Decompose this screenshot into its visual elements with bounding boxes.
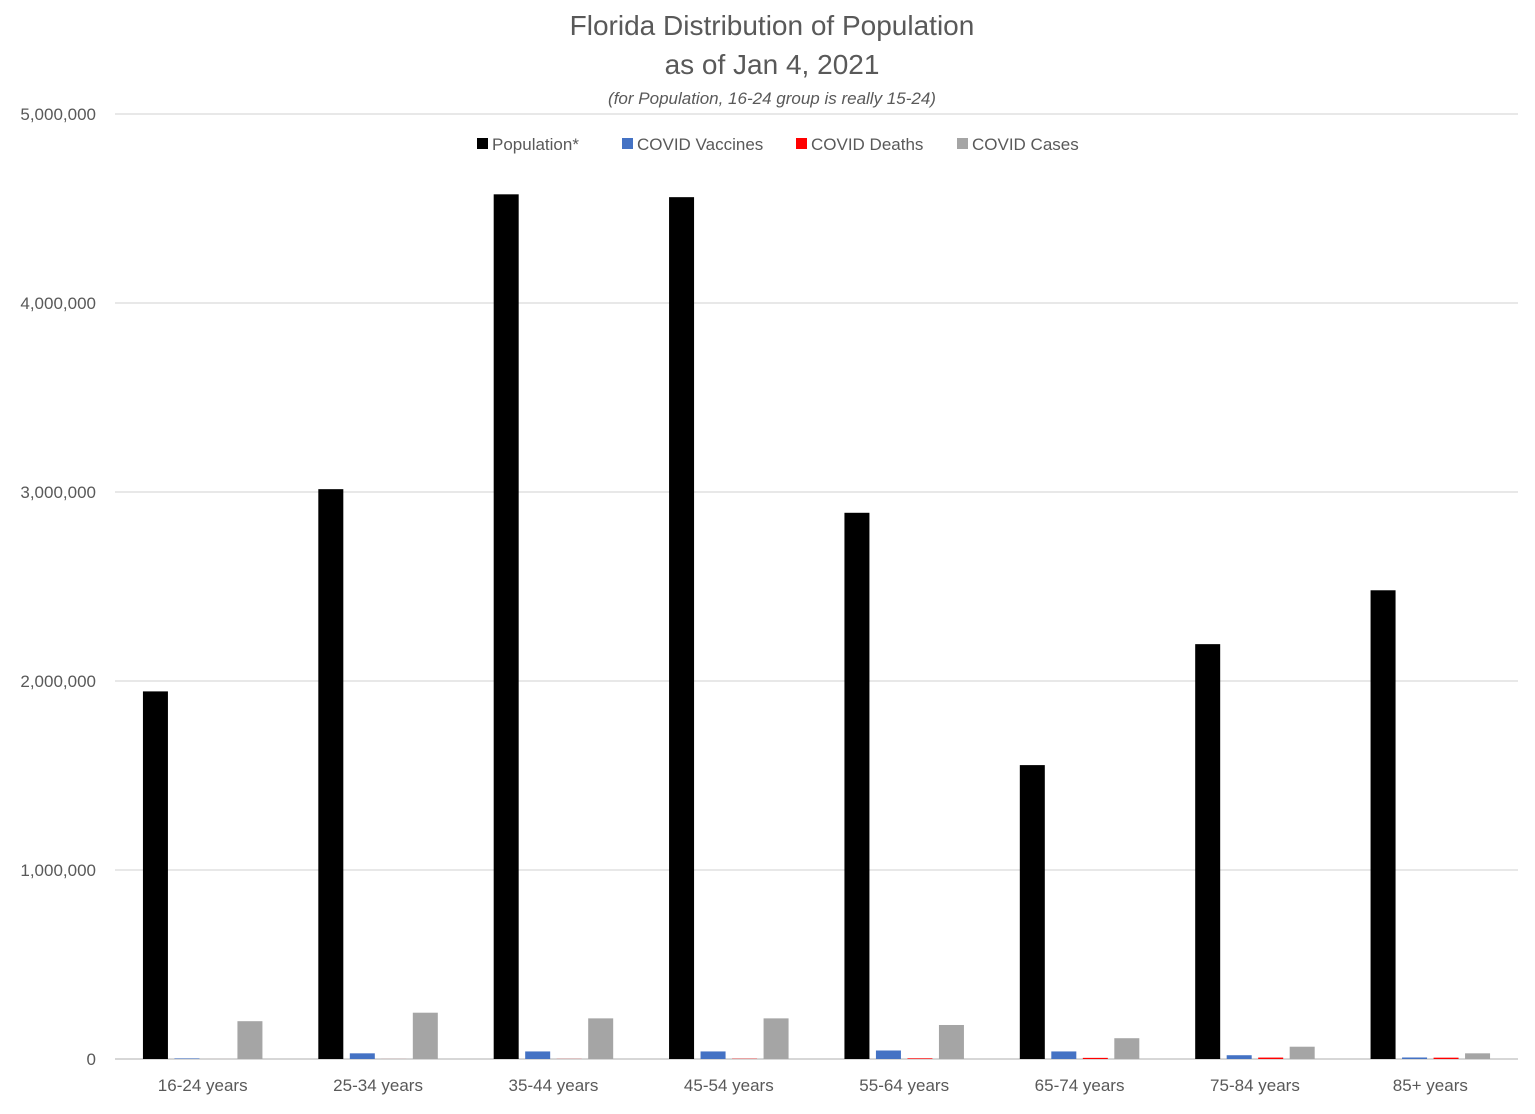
bar-covid-cases-5 (1114, 1038, 1139, 1059)
bar-covid-deaths-4 (907, 1058, 932, 1059)
x-tick-label: 55-64 years (859, 1076, 949, 1095)
legend-label: COVID Vaccines (637, 135, 763, 154)
bars (143, 194, 1490, 1059)
x-tick-label: 35-44 years (509, 1076, 599, 1095)
bar-covid-vaccines-7 (1402, 1057, 1427, 1059)
bar-population-6 (1195, 644, 1220, 1059)
x-tick-label: 65-74 years (1035, 1076, 1125, 1095)
bar-population-1 (318, 489, 343, 1059)
bar-population-0 (143, 691, 168, 1059)
y-tick-label: 3,000,000 (20, 483, 96, 502)
legend-swatch (622, 138, 633, 149)
bar-covid-cases-3 (764, 1018, 789, 1059)
legend-label: COVID Cases (972, 135, 1079, 154)
legend: Population* COVID Vaccines COVID Deaths COV… (477, 135, 1079, 154)
bar-population-4 (844, 513, 869, 1059)
y-tick-label: 1,000,000 (20, 861, 96, 880)
bar-covid-vaccines-6 (1227, 1055, 1252, 1059)
bar-covid-cases-6 (1290, 1047, 1315, 1059)
y-tick-label: 0 (87, 1050, 96, 1069)
bar-population-2 (494, 194, 519, 1059)
bar-covid-deaths-5 (1083, 1058, 1108, 1059)
bar-covid-cases-4 (939, 1025, 964, 1059)
bar-population-3 (669, 197, 694, 1059)
bar-covid-vaccines-4 (876, 1050, 901, 1059)
x-tick-label: 25-34 years (333, 1076, 423, 1095)
chart-title-line1: Florida Distribution of Population (570, 10, 975, 41)
x-axis: 16-24 years 25-34 years 35-44 years 45-54 y… (158, 1076, 1468, 1095)
y-tick-label: 5,000,000 (20, 105, 96, 124)
y-axis: 0 1,000,000 2,000,000 3,000,000 4,000,000 5,0… (20, 105, 96, 1069)
legend-label: Population* (492, 135, 579, 154)
bar-covid-vaccines-3 (701, 1051, 726, 1059)
bar-covid-deaths-7 (1434, 1058, 1459, 1059)
legend-swatch (796, 138, 807, 149)
bar-covid-cases-1 (413, 1013, 438, 1059)
bar-population-5 (1020, 765, 1045, 1059)
bar-covid-cases-0 (237, 1021, 262, 1059)
legend-label: COVID Deaths (811, 135, 923, 154)
x-tick-label: 85+ years (1393, 1076, 1468, 1095)
bar-covid-vaccines-2 (525, 1051, 550, 1059)
legend-swatch (477, 138, 488, 149)
x-tick-label: 75-84 years (1210, 1076, 1300, 1095)
bar-population-7 (1371, 590, 1396, 1059)
x-tick-label: 16-24 years (158, 1076, 248, 1095)
bar-covid-vaccines-5 (1051, 1051, 1076, 1059)
legend-swatch (957, 138, 968, 149)
y-tick-label: 2,000,000 (20, 672, 96, 691)
bar-covid-deaths-6 (1258, 1058, 1283, 1059)
bar-covid-cases-2 (588, 1018, 613, 1059)
bar-covid-cases-7 (1465, 1053, 1490, 1059)
y-tick-label: 4,000,000 (20, 294, 96, 313)
chart-title-line2: as of Jan 4, 2021 (665, 49, 880, 80)
bar-covid-vaccines-1 (350, 1053, 375, 1059)
chart-subtitle: (for Population, 16-24 group is really 1… (608, 89, 936, 108)
x-tick-label: 45-54 years (684, 1076, 774, 1095)
bar-covid-vaccines-0 (174, 1058, 199, 1059)
